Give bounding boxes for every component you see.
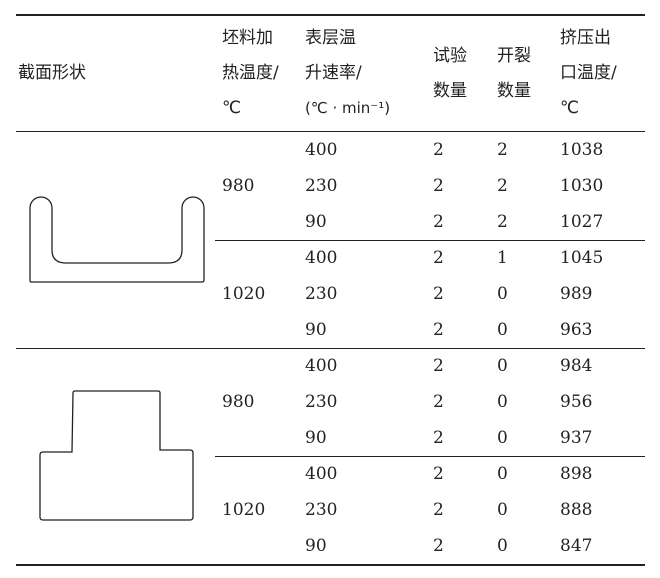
exit-temp-cell: 1027 [560,212,604,232]
test-count-cell: 2 [433,536,444,556]
header-billet-temp-3: ℃ [222,98,242,118]
heating-rate-cell: 400 [305,248,338,268]
crack-count-cell: 1 [497,248,508,268]
header-crack-count-1: 开裂 [497,46,531,66]
billet-temp-cell: 980 [222,176,255,196]
header-exit-temp-2: 口温度/ [560,63,617,83]
exit-temp-cell: 847 [560,536,593,556]
header-billet-temp-2: 热温度/ [222,63,279,83]
exit-temp-cell: 888 [560,500,593,520]
exit-temp-cell: 898 [560,464,593,484]
exit-temp-cell: 989 [560,284,593,304]
exit-temp-cell: 984 [560,356,593,376]
heating-rate-cell: 90 [305,536,327,556]
heating-rate-cell: 400 [305,356,338,376]
header-heating-rate-3: (℃ · min⁻¹) [305,99,391,117]
header-heating-rate-2: 升速率/ [305,63,362,83]
header-shape: 截面形状 [18,63,86,83]
exit-temp-cell: 1038 [560,140,604,160]
test-count-cell: 2 [433,176,444,196]
test-count-cell: 2 [433,356,444,376]
group-rule [215,240,645,241]
heating-rate-cell: 400 [305,140,338,160]
billet-temp-cell: 980 [222,392,255,412]
top-rule [16,14,645,16]
test-count-cell: 2 [433,284,444,304]
heating-rate-cell: 230 [305,500,338,520]
header-billet-temp-1: 坯料加 [222,28,273,48]
test-count-cell: 2 [433,500,444,520]
heating-rate-cell: 90 [305,212,327,232]
test-count-cell: 2 [433,464,444,484]
test-count-cell: 2 [433,140,444,160]
heating-rate-cell: 400 [305,464,338,484]
crack-count-cell: 0 [497,320,508,340]
exit-temp-cell: 937 [560,428,593,448]
header-exit-temp-1: 挤压出 [560,28,611,48]
heating-rate-cell: 230 [305,392,338,412]
header-crack-count-2: 数量 [497,81,531,101]
exit-temp-cell: 1045 [560,248,604,268]
crack-count-cell: 2 [497,140,508,160]
group-rule [215,456,645,457]
heating-rate-cell: 230 [305,284,338,304]
heating-rate-cell: 230 [305,176,338,196]
exit-temp-cell: 956 [560,392,593,412]
crack-count-cell: 0 [497,392,508,412]
heating-rate-cell: 90 [305,428,327,448]
test-count-cell: 2 [433,320,444,340]
crack-count-cell: 2 [497,212,508,232]
heating-rate-cell: 90 [305,320,327,340]
header-rule [16,131,645,132]
crack-count-cell: 0 [497,428,508,448]
test-count-cell: 2 [433,392,444,412]
header-test-count-2: 数量 [433,81,467,101]
group-rule [16,348,645,349]
billet-temp-cell: 1020 [222,284,266,304]
test-count-cell: 2 [433,212,444,232]
header-heating-rate-1: 表层温 [305,28,356,48]
exit-temp-cell: 963 [560,320,593,340]
header-test-count-1: 试验 [433,46,467,66]
billet-temp-cell: 1020 [222,500,266,520]
crack-count-cell: 0 [497,284,508,304]
test-count-cell: 2 [433,428,444,448]
t-section-shape [39,390,194,521]
crack-count-cell: 0 [497,356,508,376]
crack-count-cell: 0 [497,464,508,484]
crack-count-cell: 2 [497,176,508,196]
exit-temp-cell: 1030 [560,176,604,196]
crack-count-cell: 0 [497,536,508,556]
u-channel-shape [29,196,205,283]
header-exit-temp-3: ℃ [560,98,580,118]
crack-count-cell: 0 [497,500,508,520]
bottom-rule [16,564,645,566]
test-count-cell: 2 [433,248,444,268]
